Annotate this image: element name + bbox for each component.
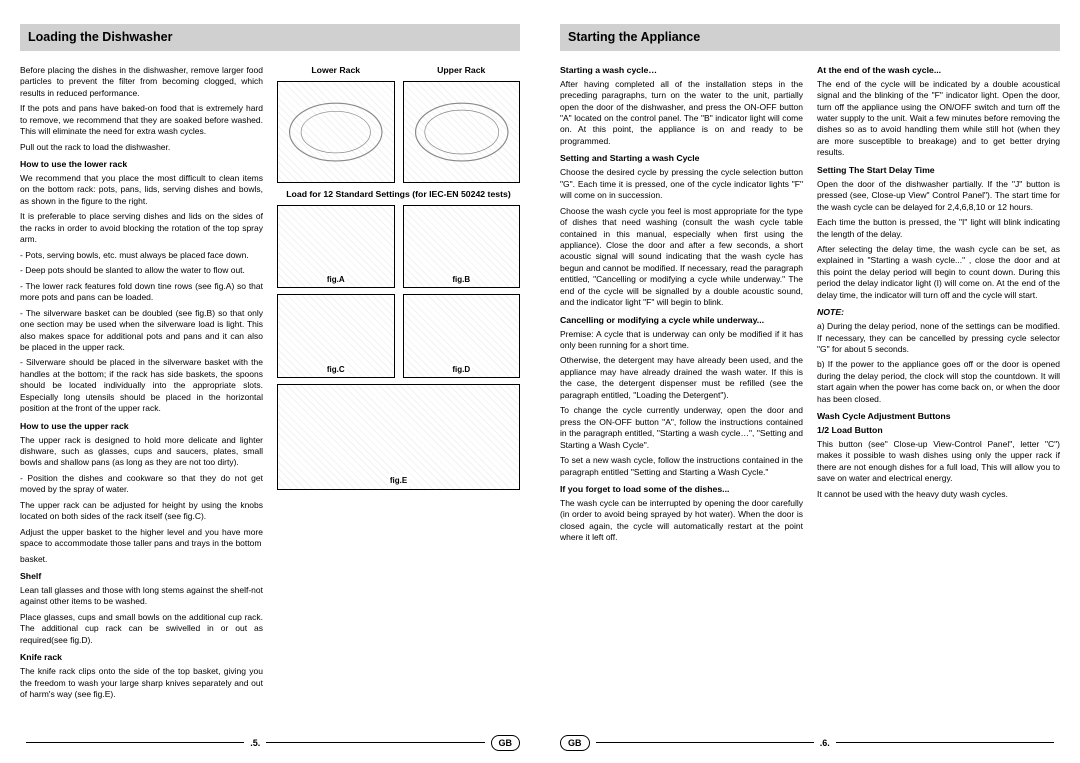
para: We recommend that you place the most dif… bbox=[20, 173, 263, 207]
fig-label: fig.A bbox=[325, 273, 347, 288]
heading-delay-time: Setting The Start Delay Time bbox=[817, 165, 1060, 177]
para: - The lower rack features fold down tine… bbox=[20, 281, 263, 304]
left-col2: Lower Rack Upper Rack Load for 12 Standa… bbox=[277, 65, 520, 725]
heading-cancelling: Cancelling or modifying a cycle while un… bbox=[560, 315, 803, 327]
para: - Silverware should be placed in the sil… bbox=[20, 357, 263, 414]
figure-e: fig.E bbox=[277, 384, 520, 490]
heading-half-load: 1/2 Load Button bbox=[817, 425, 1060, 437]
para: It is preferable to place serving dishes… bbox=[20, 211, 263, 245]
para: After having completed all of the instal… bbox=[560, 79, 803, 148]
label-upper-rack: Upper Rack bbox=[403, 65, 521, 77]
para: Pull out the rack to load the dishwasher… bbox=[20, 142, 263, 153]
para: Premise: A cycle that is underway can on… bbox=[560, 329, 803, 352]
page-left: Loading the Dishwasher Before placing th… bbox=[0, 0, 540, 763]
para: The upper rack is designed to hold more … bbox=[20, 435, 263, 469]
heading-knife-rack: Knife rack bbox=[20, 652, 263, 664]
figure-upper-rack bbox=[403, 81, 521, 183]
para: To set a new wash cycle, follow the inst… bbox=[560, 455, 803, 478]
para: Place glasses, cups and small bowls on t… bbox=[20, 612, 263, 646]
gb-badge: GB bbox=[560, 735, 590, 751]
right-col2: At the end of the wash cycle... The end … bbox=[817, 65, 1060, 725]
figure-d: fig.D bbox=[403, 294, 521, 378]
page-title-right: Starting the Appliance bbox=[560, 24, 1060, 51]
load-caption: Load for 12 Standard Settings (for IEC-E… bbox=[277, 189, 520, 201]
para: Each time the button is pressed, the "I"… bbox=[817, 217, 1060, 240]
heading-end-cycle: At the end of the wash cycle... bbox=[817, 65, 1060, 77]
figure-a: fig.A bbox=[277, 205, 395, 289]
heading-adjustment: Wash Cycle Adjustment Buttons bbox=[817, 411, 1060, 423]
figure-lower-rack bbox=[277, 81, 395, 183]
fig-label: fig.E bbox=[388, 474, 409, 489]
para: b) If the power to the appliance goes of… bbox=[817, 359, 1060, 405]
para: The wash cycle can be interrupted by ope… bbox=[560, 498, 803, 544]
para: basket. bbox=[20, 554, 263, 565]
right-col1: Starting a wash cycle… After having comp… bbox=[560, 65, 803, 725]
label-lower-rack: Lower Rack bbox=[277, 65, 395, 77]
figure-b: fig.B bbox=[403, 205, 521, 289]
fig-label: fig.B bbox=[450, 273, 472, 288]
para: The end of the cycle will be indicated b… bbox=[817, 79, 1060, 159]
para: It cannot be used with the heavy duty wa… bbox=[817, 489, 1060, 500]
para: The knife rack clips onto the side of th… bbox=[20, 666, 263, 700]
heading-forget-dishes: If you forget to load some of the dishes… bbox=[560, 484, 803, 496]
fig-label: fig.C bbox=[325, 363, 347, 378]
para: To change the cycle currently underway, … bbox=[560, 405, 803, 451]
left-col1: Before placing the dishes in the dishwas… bbox=[20, 65, 263, 725]
para: - Pots, serving bowls, etc. must always … bbox=[20, 250, 263, 261]
para: a) During the delay period, none of the … bbox=[817, 321, 1060, 355]
footer-right: GB .6. bbox=[560, 735, 1060, 751]
para: After selecting the delay time, the wash… bbox=[817, 244, 1060, 301]
page-title-left: Loading the Dishwasher bbox=[20, 24, 520, 51]
page-number: .5. bbox=[250, 737, 260, 749]
heading-lower-rack: How to use the lower rack bbox=[20, 159, 263, 171]
para: If the pots and pans have baked-on food … bbox=[20, 103, 263, 137]
para: - Deep pots should be slanted to allow t… bbox=[20, 265, 263, 276]
para: Otherwise, the detergent may have alread… bbox=[560, 355, 803, 401]
para: - Position the dishes and cookware so th… bbox=[20, 473, 263, 496]
para: The upper rack can be adjusted for heigh… bbox=[20, 500, 263, 523]
para: Before placing the dishes in the dishwas… bbox=[20, 65, 263, 99]
heading-setting-cycle: Setting and Starting a wash Cycle bbox=[560, 153, 803, 165]
page-number: .6. bbox=[820, 737, 830, 749]
fig-label: fig.D bbox=[450, 363, 472, 378]
para: Choose the desired cycle by pressing the… bbox=[560, 167, 803, 201]
para: - The silverware basket can be doubled (… bbox=[20, 308, 263, 354]
para: Adjust the upper basket to the higher le… bbox=[20, 527, 263, 550]
heading-shelf: Shelf bbox=[20, 571, 263, 583]
para: This button (see" Close-up View-Control … bbox=[817, 439, 1060, 485]
gb-badge: GB bbox=[491, 735, 521, 751]
heading-upper-rack: How to use the upper rack bbox=[20, 421, 263, 433]
figure-c: fig.C bbox=[277, 294, 395, 378]
heading-start-cycle: Starting a wash cycle… bbox=[560, 65, 803, 77]
heading-note: NOTE: bbox=[817, 307, 1060, 319]
footer-left: .5. GB bbox=[20, 735, 520, 751]
para: Choose the wash cycle you feel is most a… bbox=[560, 206, 803, 309]
page-right: Starting the Appliance Starting a wash c… bbox=[540, 0, 1080, 763]
para: Open the door of the dishwasher partiall… bbox=[817, 179, 1060, 213]
para: Lean tall glasses and those with long st… bbox=[20, 585, 263, 608]
